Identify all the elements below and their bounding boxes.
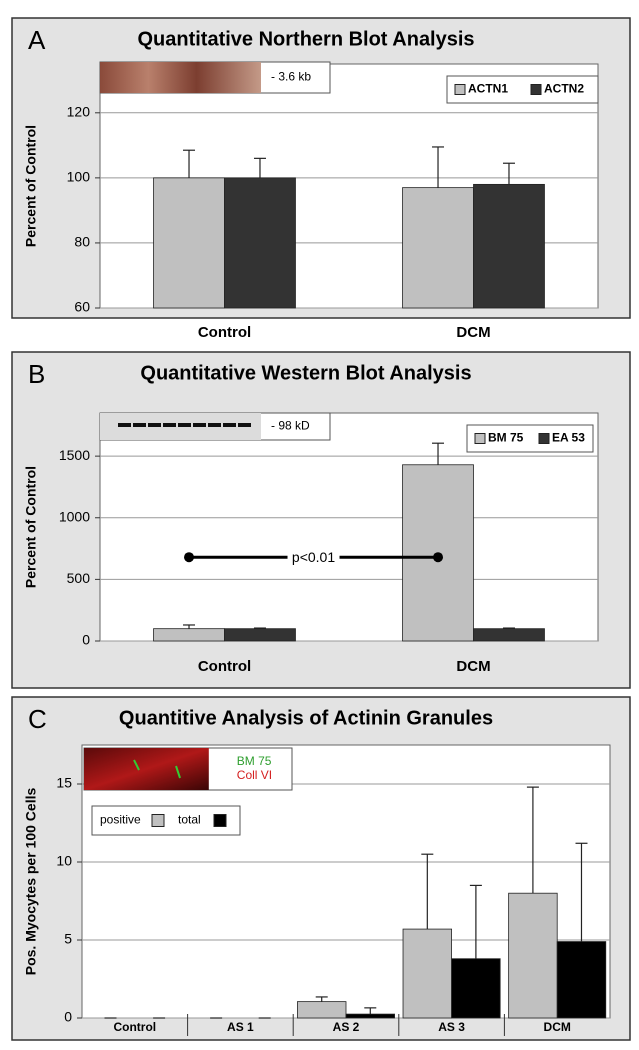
blot-band (163, 423, 176, 427)
y-tick-label: 80 (74, 234, 90, 250)
chart-title: Quantitative Northern Blot Analysis (137, 28, 474, 50)
y-tick-label: 0 (82, 632, 90, 648)
legend-swatch (151, 814, 165, 827)
significance-end (184, 552, 195, 563)
legend-label: ACTN2 (544, 82, 584, 96)
bar (153, 628, 225, 642)
bar (508, 892, 558, 1019)
x-tick-label: AS 2 (333, 1020, 360, 1034)
legend-label: total (178, 813, 201, 827)
panel-label: C (28, 704, 47, 734)
x-tick-label: DCM (456, 658, 490, 675)
legend-box (91, 805, 241, 836)
legend-label: EA 53 (552, 431, 585, 445)
inset-image (84, 748, 209, 790)
inset-label: Coll VI (237, 768, 272, 782)
x-tick-label: DCM (544, 1020, 571, 1034)
bar (451, 958, 501, 1019)
y-tick-label: 0 (64, 1009, 72, 1025)
blot-band (193, 423, 206, 427)
inset-label: BM 75 (237, 754, 272, 768)
blot-band (208, 423, 221, 427)
blot-band (118, 423, 131, 427)
y-axis-label: Percent of Control (23, 125, 39, 247)
legend-label: positive (100, 813, 141, 827)
legend-box (446, 75, 599, 104)
bar (153, 177, 225, 309)
legend-swatch (530, 84, 542, 95)
x-tick-label: DCM (456, 324, 490, 341)
bar (556, 941, 607, 1019)
legend-swatch (474, 433, 486, 444)
bar (224, 628, 296, 642)
y-tick-label: 1000 (59, 508, 90, 524)
x-tick-label: Control (198, 324, 251, 341)
y-tick-label: 10 (56, 853, 72, 869)
x-tick-label: AS 3 (438, 1020, 465, 1034)
y-tick-label: 1500 (59, 447, 90, 463)
inset-label: - 98 kD (271, 419, 310, 433)
legend-label: BM 75 (488, 431, 524, 445)
y-axis-label: Percent of Control (23, 466, 39, 588)
y-tick-label: 5 (64, 931, 72, 947)
bar (224, 177, 296, 309)
blot-band (148, 423, 161, 427)
blot-band (178, 423, 191, 427)
bar (402, 928, 452, 1019)
annotation-bg (287, 549, 340, 566)
legend-label: ACTN1 (468, 82, 508, 96)
chart-title: Quantitative Western Blot Analysis (140, 362, 471, 384)
bar (473, 183, 545, 309)
y-axis-label: Pos. Myocytes per 100 Cells (23, 788, 39, 976)
legend-swatch (538, 433, 550, 444)
y-tick-label: 100 (67, 169, 91, 185)
significance-end (433, 552, 444, 563)
blot-band (238, 423, 251, 427)
inset-label: - 3.6 kb (271, 70, 311, 84)
bar (345, 1013, 395, 1019)
legend-box (466, 424, 594, 453)
bar (402, 187, 474, 309)
x-tick-label: Control (113, 1020, 156, 1034)
blot-band (133, 423, 146, 427)
inset-image (100, 62, 261, 93)
y-tick-label: 60 (74, 299, 90, 315)
y-tick-label: 500 (67, 570, 91, 586)
y-tick-label: 15 (56, 775, 72, 791)
legend-swatch (213, 814, 227, 827)
legend-swatch (454, 84, 466, 95)
y-tick-label: 120 (67, 104, 91, 120)
panel-label: B (28, 359, 45, 389)
bar (473, 628, 545, 642)
x-tick-label: AS 1 (227, 1020, 254, 1034)
x-tick-label: Control (198, 658, 251, 675)
fluo-spot (175, 765, 181, 779)
blot-band (223, 423, 236, 427)
chart-title: Quantitive Analysis of Actinin Granules (119, 707, 493, 729)
panel-label: A (28, 25, 46, 55)
bar (297, 1001, 347, 1019)
annotation: p<0.01 (292, 549, 335, 565)
fluo-spot (133, 759, 140, 771)
